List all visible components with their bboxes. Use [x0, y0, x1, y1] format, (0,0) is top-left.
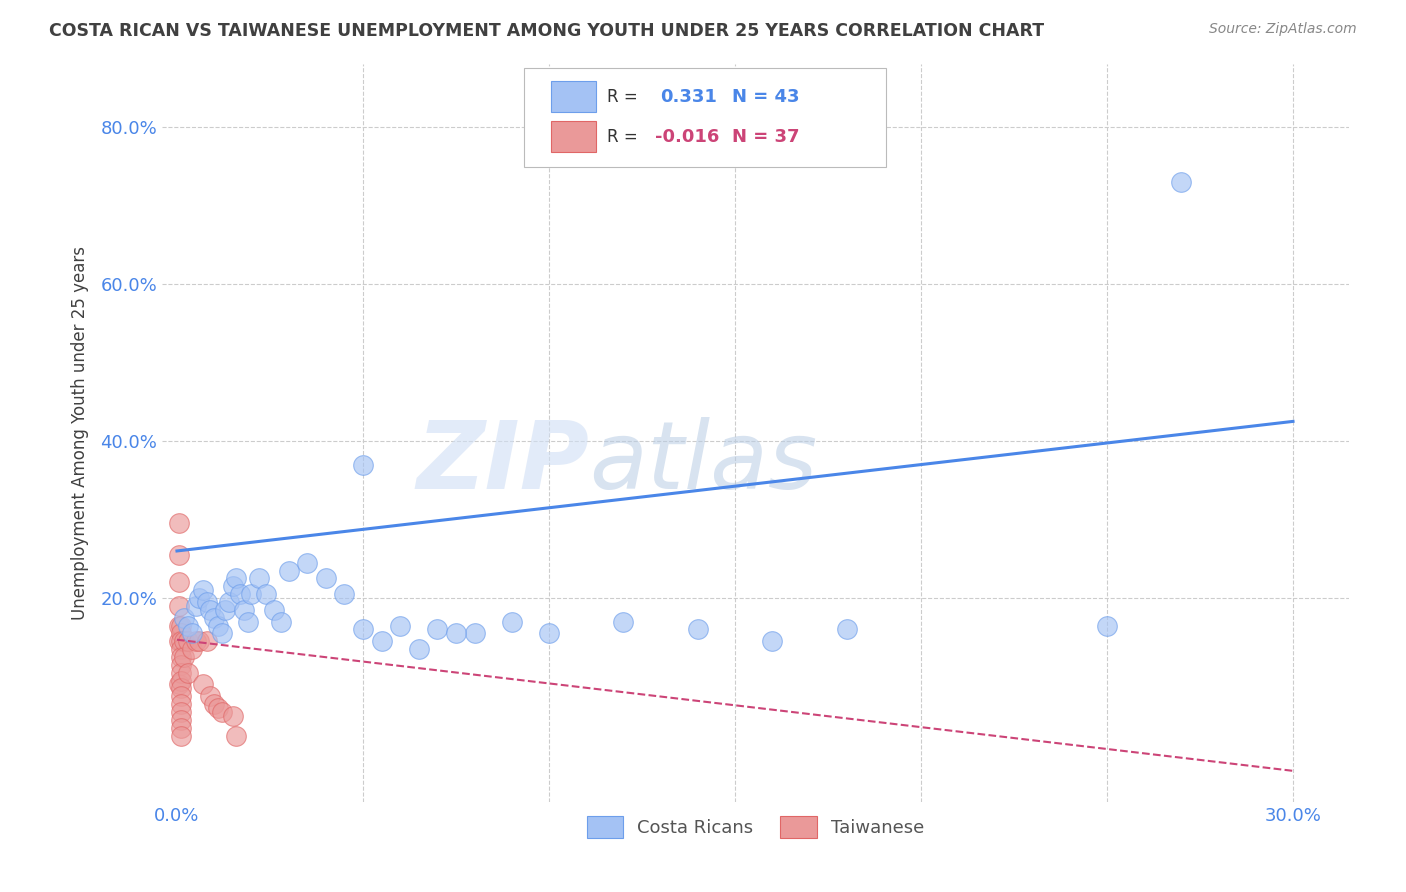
Text: 0.331: 0.331 [661, 88, 717, 106]
Point [170, 673, 193, 688]
Point [214, 603, 236, 617]
Point [225, 571, 247, 585]
Point [170, 665, 193, 680]
Point [184, 634, 207, 648]
Point [170, 681, 193, 696]
Point [200, 603, 222, 617]
Point [270, 615, 292, 629]
Point [177, 618, 200, 632]
Text: R =: R = [607, 128, 643, 146]
Point [1170, 175, 1192, 189]
Point [426, 623, 449, 637]
Point [761, 634, 783, 648]
Point [295, 556, 318, 570]
Text: Source: ZipAtlas.com: Source: ZipAtlas.com [1209, 22, 1357, 37]
Point [686, 623, 709, 637]
Text: R =: R = [607, 88, 643, 106]
Y-axis label: Unemployment Among Youth under 25 years: Unemployment Among Youth under 25 years [72, 246, 89, 620]
Point [537, 626, 560, 640]
Point [167, 516, 190, 531]
Point [207, 618, 229, 632]
Point [170, 690, 193, 704]
Point [173, 650, 195, 665]
Point [277, 564, 299, 578]
Point [352, 623, 374, 637]
Point [167, 634, 190, 648]
Point [612, 615, 634, 629]
Point [173, 634, 195, 648]
Point [222, 709, 245, 723]
Point [177, 634, 200, 648]
Point [195, 634, 218, 648]
Point [232, 603, 254, 617]
Point [167, 548, 190, 562]
Point [315, 571, 337, 585]
Point [170, 657, 193, 672]
Point [173, 611, 195, 625]
Point [202, 611, 225, 625]
Point [170, 642, 193, 657]
Point [247, 571, 270, 585]
Point [180, 642, 202, 657]
Point [352, 458, 374, 472]
Text: -0.016: -0.016 [655, 128, 718, 146]
Point [333, 587, 356, 601]
Text: ZIP: ZIP [416, 417, 589, 508]
Point [218, 595, 240, 609]
Legend: Costa Ricans, Taiwanese: Costa Ricans, Taiwanese [579, 808, 931, 845]
Point [1095, 618, 1118, 632]
Point [170, 634, 193, 648]
Point [167, 618, 190, 632]
Text: atlas: atlas [589, 417, 817, 508]
Point [464, 626, 486, 640]
Text: N = 37: N = 37 [731, 128, 799, 146]
Point [167, 575, 190, 590]
Point [229, 587, 252, 601]
FancyBboxPatch shape [524, 68, 886, 168]
Point [191, 583, 214, 598]
Point [254, 587, 277, 601]
Point [188, 591, 211, 605]
Point [167, 677, 190, 691]
Point [170, 705, 193, 719]
Point [501, 615, 523, 629]
Point [408, 642, 430, 657]
Point [170, 729, 193, 743]
Point [240, 587, 263, 601]
Point [170, 721, 193, 735]
Point [444, 626, 467, 640]
Point [191, 677, 214, 691]
Point [180, 626, 202, 640]
Text: N = 43: N = 43 [731, 88, 799, 106]
Point [167, 599, 190, 613]
Point [207, 701, 229, 715]
FancyBboxPatch shape [551, 81, 596, 112]
FancyBboxPatch shape [551, 121, 596, 152]
Point [211, 626, 233, 640]
Point [835, 623, 858, 637]
Point [177, 665, 200, 680]
Point [211, 705, 233, 719]
Point [170, 713, 193, 727]
Point [263, 603, 285, 617]
Point [236, 615, 259, 629]
Point [188, 634, 211, 648]
Point [184, 599, 207, 613]
Point [389, 618, 412, 632]
Point [170, 618, 193, 632]
Point [200, 690, 222, 704]
Point [202, 697, 225, 711]
Point [170, 626, 193, 640]
Point [225, 729, 247, 743]
Point [370, 634, 392, 648]
Point [222, 579, 245, 593]
Point [170, 697, 193, 711]
Text: COSTA RICAN VS TAIWANESE UNEMPLOYMENT AMONG YOUTH UNDER 25 YEARS CORRELATION CHA: COSTA RICAN VS TAIWANESE UNEMPLOYMENT AM… [49, 22, 1045, 40]
Point [170, 650, 193, 665]
Point [195, 595, 218, 609]
